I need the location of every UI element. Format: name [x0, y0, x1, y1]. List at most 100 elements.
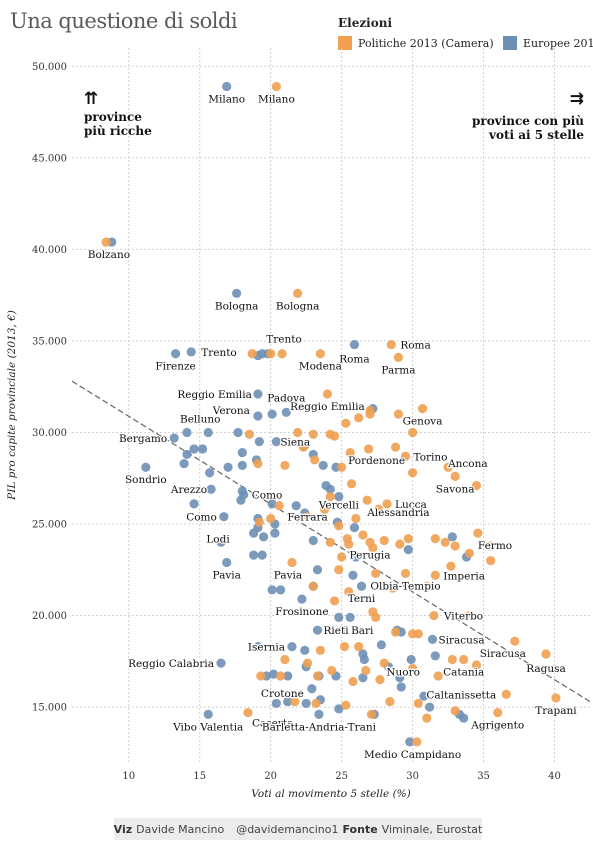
politiche-point [339, 642, 350, 652]
politiche-point [493, 707, 503, 718]
province-label: Vibo Valentia [172, 721, 243, 733]
province-label: Arezzo [170, 484, 207, 496]
province-label: Perugia [350, 549, 391, 561]
europee-point [334, 704, 344, 714]
politiche-point [379, 535, 389, 546]
province-label: Nuoro [386, 666, 420, 678]
province-label: Rieti [324, 625, 350, 637]
politiche-point [315, 349, 325, 359]
europee-point [205, 468, 215, 478]
europee-point [186, 347, 196, 357]
europee-point [314, 709, 324, 720]
politiche-point [325, 537, 335, 547]
politiche-point [320, 504, 330, 514]
province-label: Milano [208, 93, 245, 105]
politiche-point [302, 658, 313, 668]
europee-point [406, 654, 416, 665]
politiche-point [413, 698, 423, 709]
politiche-point [388, 583, 398, 593]
province-label: Siracusa [438, 634, 484, 646]
europee-point [237, 460, 247, 471]
politiche-point [277, 349, 287, 359]
politiche-point [501, 689, 511, 699]
europee-point [271, 698, 281, 709]
footer-twitter-handle[interactable]: @davidemancino1 [236, 822, 339, 836]
politiche-point [440, 537, 450, 547]
politiche-point [346, 479, 357, 489]
province-label: Bari [351, 625, 374, 637]
footer-source: Viminale, Eurostat [381, 822, 483, 836]
politiche-point [337, 552, 347, 562]
province-label: Catania [443, 666, 484, 678]
province-label: Siracusa [480, 648, 526, 660]
legend: Elezioni Politiche 2013 (Camera) Europee… [338, 16, 593, 56]
politiche-point [393, 352, 404, 362]
x-tick-label: 15 [193, 771, 206, 782]
province-label: Siena [280, 437, 310, 449]
politiche-point [362, 495, 372, 505]
province-label: Caltanissetta [426, 689, 496, 701]
province-label: Bolzano [88, 249, 130, 261]
footer-viz-label: Viz [113, 822, 133, 836]
politiche-point [344, 587, 354, 597]
politiche-point [412, 737, 422, 747]
series-politiche [101, 81, 561, 747]
europee-point [312, 565, 323, 575]
politiche-point [385, 696, 395, 707]
politiche-point [302, 512, 313, 522]
politiche-point [371, 568, 381, 579]
politiche-point [298, 442, 308, 452]
series-europee [107, 81, 472, 747]
footer-source-label: Fonte [342, 822, 378, 836]
politiche-point [375, 675, 385, 685]
province-label: Como [186, 512, 217, 524]
politiche-point [459, 654, 469, 665]
trendline-path [71, 380, 591, 703]
europee-point [237, 448, 247, 458]
europee-point [297, 594, 307, 604]
europee-point [395, 673, 405, 683]
province-label: Pavia [212, 569, 240, 581]
politiche-point [293, 427, 303, 438]
europee-point [405, 737, 415, 747]
province-label: Lucca [395, 499, 427, 511]
legend-item-europee: Europee 2014 [503, 36, 593, 50]
annotation-rich-line2: più ricche [84, 124, 152, 138]
politiche-point [327, 665, 337, 676]
province-label: Torino [414, 451, 448, 463]
province-label: Imperia [443, 570, 485, 582]
politiche-point [308, 429, 318, 439]
europee-point [216, 537, 226, 547]
province-label: Verona [212, 405, 250, 417]
province-label: Padova [267, 392, 305, 404]
politiche-point [446, 561, 456, 571]
y-tick-label: 15.000 [32, 703, 67, 714]
politiche-point [450, 706, 460, 716]
europee-point [189, 444, 199, 454]
province-label: Parma [381, 364, 415, 376]
europee-point [270, 528, 280, 538]
politiche-point [471, 480, 482, 491]
europee-point [376, 640, 386, 650]
politiche-point [422, 581, 432, 591]
politiche-point [345, 448, 355, 458]
y-tick-label: 50.000 [32, 62, 67, 73]
politiche-point [417, 404, 428, 414]
politiche-point [244, 429, 254, 439]
europee-point [419, 691, 429, 701]
politiche-point [271, 81, 281, 92]
europee-point [267, 499, 277, 509]
legend-label-europee: Europee 2014 [523, 36, 593, 50]
politiche-point [464, 548, 474, 558]
europee-point [358, 673, 368, 683]
politiche-point [400, 451, 411, 461]
europee-point [349, 339, 360, 350]
europee-point [179, 458, 189, 469]
politiche-point [365, 409, 375, 419]
province-label: Trento [201, 347, 237, 359]
politiche-point [408, 427, 418, 438]
politiche-point [390, 442, 401, 452]
politiche-point [243, 707, 253, 718]
europee-point [267, 409, 277, 419]
